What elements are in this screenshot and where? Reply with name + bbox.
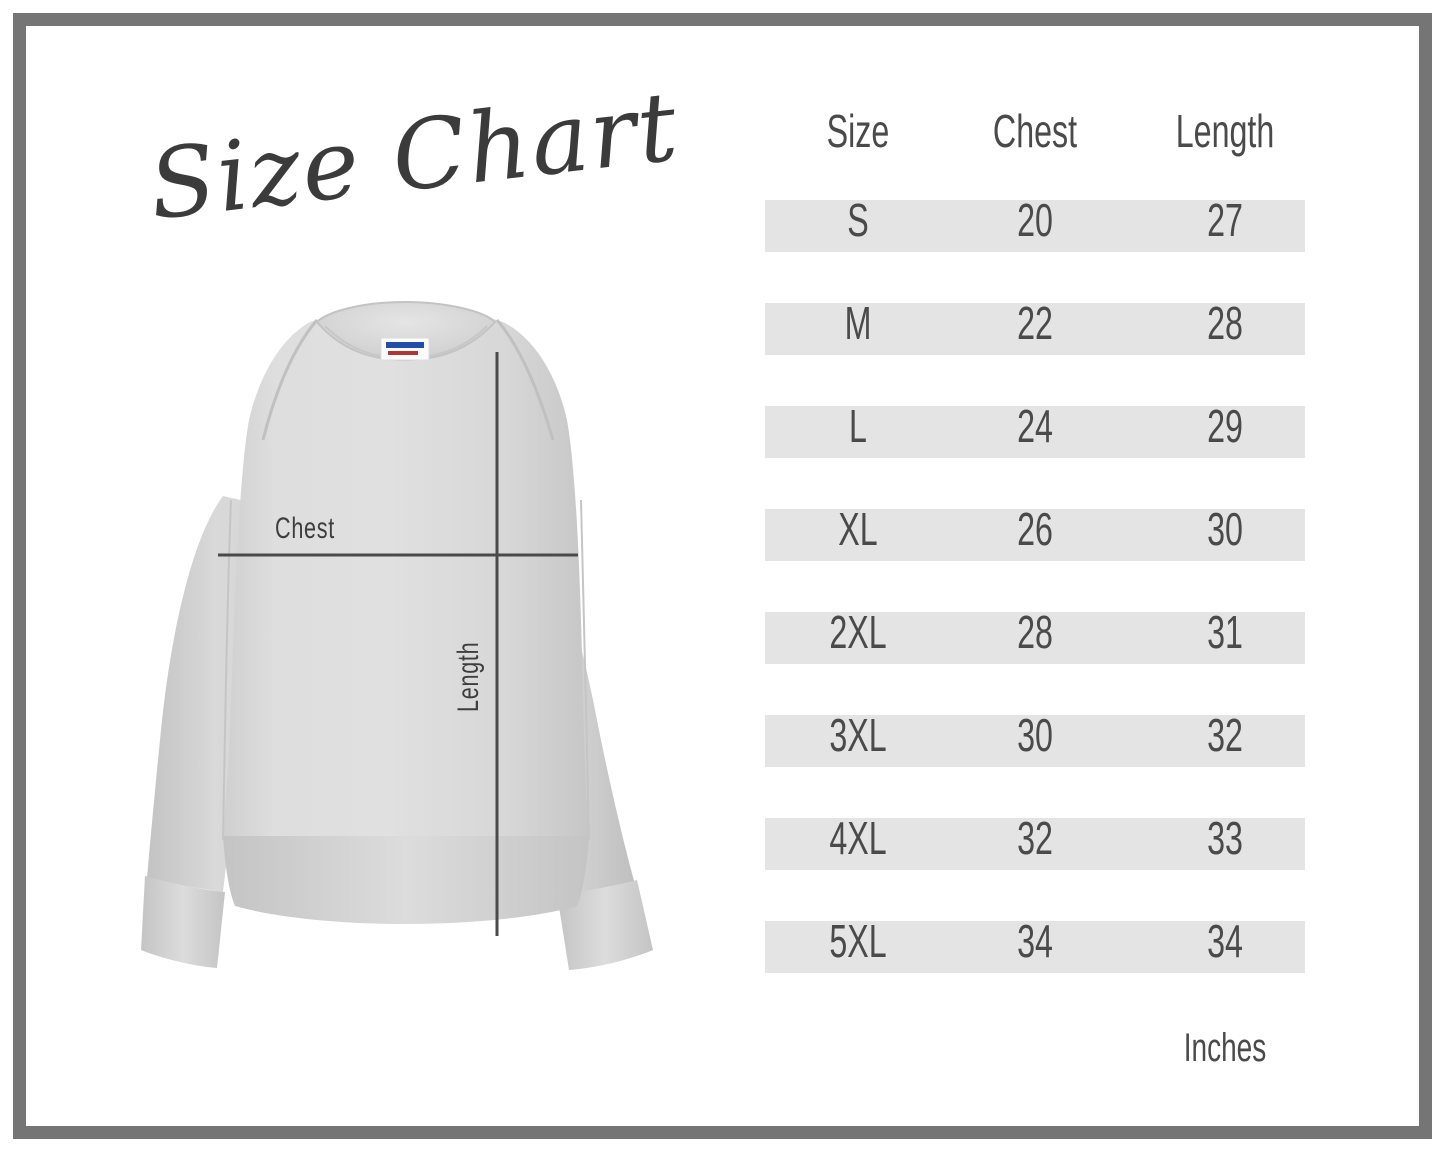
cell-length: 32 xyxy=(1207,709,1243,761)
measurement-guides xyxy=(218,352,578,936)
left-cuff xyxy=(141,876,225,968)
cell-chest: 26 xyxy=(1017,503,1053,555)
column-header-size: Size xyxy=(826,105,890,157)
length-measure-label: Length xyxy=(452,641,485,712)
cell-size: M xyxy=(844,297,872,349)
cell-chest: 34 xyxy=(1017,915,1053,967)
column-header-length: Length xyxy=(1175,105,1275,157)
table-row: 4XL 32 33 xyxy=(765,812,1305,870)
collar xyxy=(315,300,497,362)
chest-measure-label: Chest xyxy=(275,512,336,545)
cell-length: 27 xyxy=(1207,194,1243,246)
right-body-seam xyxy=(580,499,590,841)
cell-size: 2XL xyxy=(829,606,887,658)
table-header-row: Size Chest Length xyxy=(765,104,1305,180)
cell-chest: 28 xyxy=(1017,606,1053,658)
cell-length: 33 xyxy=(1207,812,1243,864)
left-shoulder-seam xyxy=(261,319,319,441)
cell-chest: 20 xyxy=(1017,194,1053,246)
units-label: Inches xyxy=(1183,1026,1267,1070)
cell-size: 5XL xyxy=(829,915,887,967)
cell-chest: 32 xyxy=(1017,812,1053,864)
right-cuff xyxy=(557,880,653,970)
table-row: 5XL 34 34 xyxy=(765,915,1305,973)
cell-size: 3XL xyxy=(829,709,887,761)
table-row: XL 26 30 xyxy=(765,503,1305,561)
cell-length: 28 xyxy=(1207,297,1243,349)
cell-length: 34 xyxy=(1207,915,1243,967)
table-row: L 24 29 xyxy=(765,400,1305,458)
cell-chest: 30 xyxy=(1017,709,1053,761)
cell-length: 30 xyxy=(1207,503,1243,555)
garment-illustration xyxy=(105,300,725,1020)
left-body-seam xyxy=(222,499,232,841)
table-row: S 20 27 xyxy=(765,194,1305,252)
column-header-chest: Chest xyxy=(992,105,1078,157)
cell-size: 4XL xyxy=(829,812,887,864)
cell-size: XL xyxy=(838,503,878,555)
cell-chest: 24 xyxy=(1017,400,1053,452)
right-shoulder-seam xyxy=(495,319,555,441)
table-row: 3XL 30 32 xyxy=(765,709,1305,767)
size-table: Size Chest Length S 20 27 M 22 28 L 24 29 XL 26 30 2… xyxy=(765,104,1305,1070)
table-row: 2XL 28 31 xyxy=(765,606,1305,664)
cell-size: L xyxy=(849,400,867,452)
cell-size: S xyxy=(847,194,869,246)
cell-length: 31 xyxy=(1207,606,1243,658)
cell-chest: 22 xyxy=(1017,297,1053,349)
cell-length: 29 xyxy=(1207,400,1243,452)
table-row: M 22 28 xyxy=(765,297,1305,355)
brand-tag-icon xyxy=(380,337,430,361)
